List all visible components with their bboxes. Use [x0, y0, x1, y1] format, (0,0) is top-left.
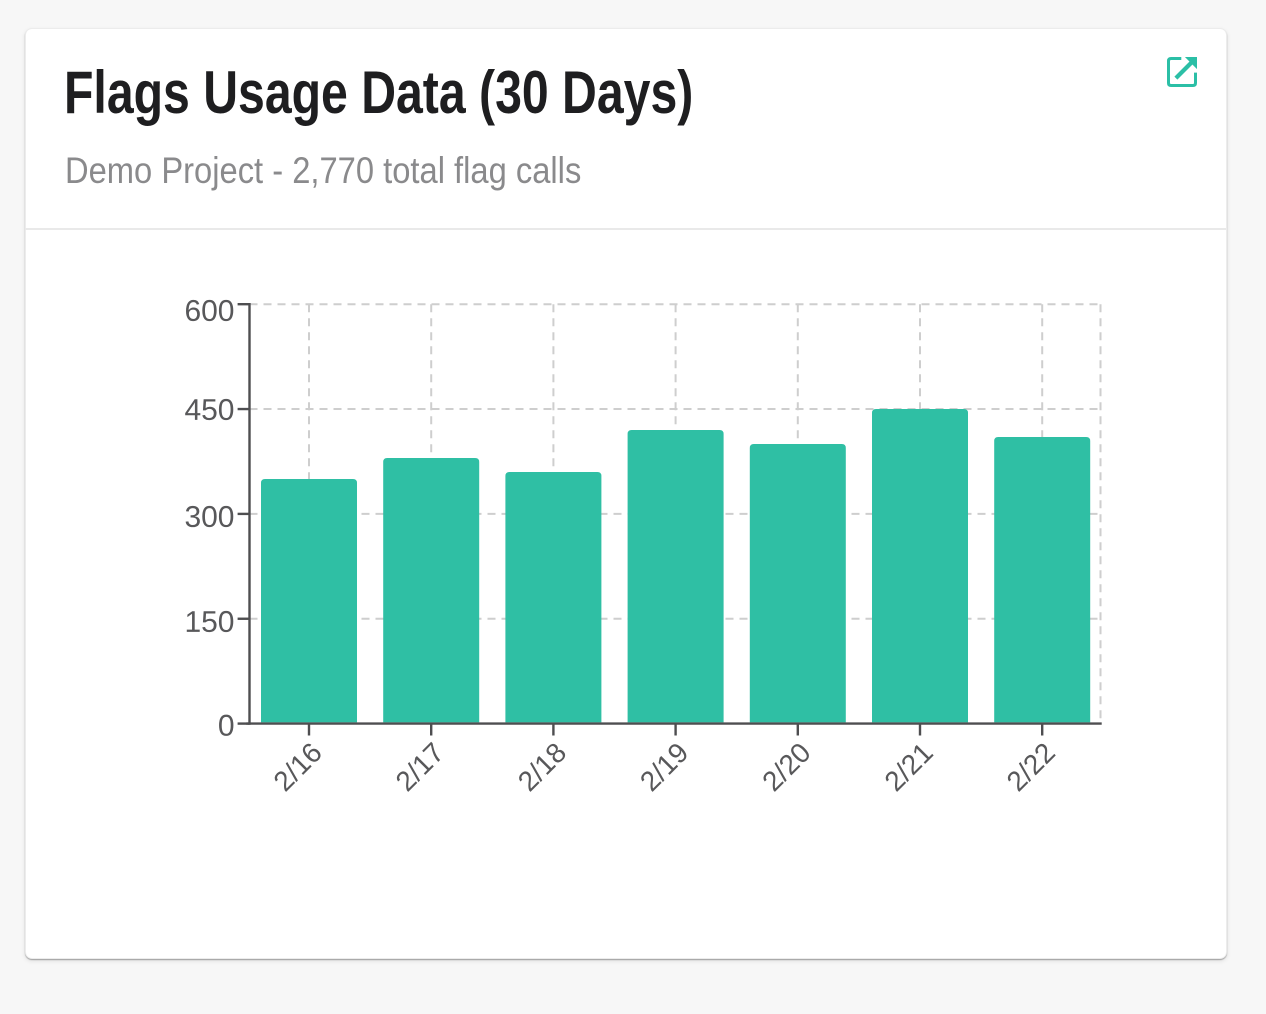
svg-text:2/20: 2/20 — [756, 737, 816, 797]
svg-text:2/22: 2/22 — [1001, 737, 1061, 797]
svg-text:2/18: 2/18 — [512, 737, 572, 797]
svg-text:2/16: 2/16 — [267, 737, 327, 797]
svg-text:300: 300 — [184, 501, 234, 534]
svg-text:450: 450 — [184, 394, 234, 427]
svg-text:2/21: 2/21 — [878, 737, 938, 797]
svg-text:150: 150 — [184, 606, 234, 639]
svg-text:2/17: 2/17 — [390, 737, 450, 797]
svg-text:0: 0 — [218, 710, 235, 743]
svg-text:2/19: 2/19 — [634, 737, 694, 797]
svg-text:600: 600 — [184, 295, 234, 328]
